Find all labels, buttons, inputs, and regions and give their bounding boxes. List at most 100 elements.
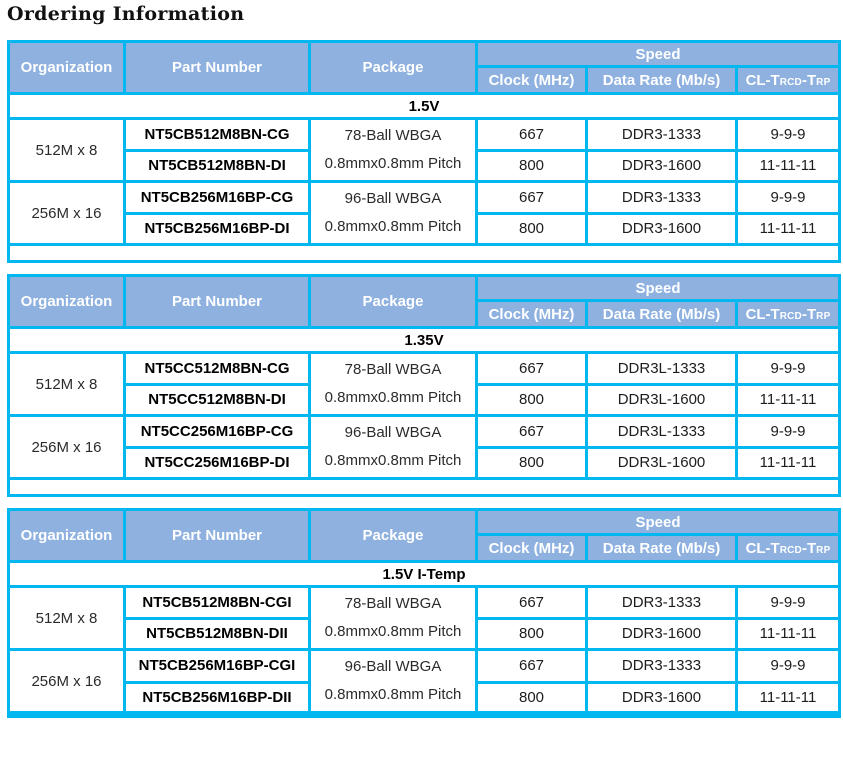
cl-cell: 9-9-9	[734, 117, 842, 152]
part-number-cell: NT5CB512M8BN-CGI	[123, 585, 311, 620]
organization-header: Organization	[7, 274, 126, 329]
clock-cell: 667	[475, 351, 588, 386]
part-number-cell: NT5CB512M8BN-CG	[123, 117, 311, 152]
ordering-table-1-5v-itemp: Organization Part Number Package Speed C…	[6, 508, 842, 718]
ordering-table-1-5v: Organization Part Number Package Speed C…	[6, 40, 842, 263]
package-header: Package	[308, 274, 478, 329]
data-rate-cell: DDR3-1600	[585, 616, 738, 651]
data-rate-cell: DDR3L-1600	[585, 382, 738, 417]
clock-cell: 800	[475, 211, 588, 246]
package-line: 96-Ball WBGA	[344, 190, 442, 207]
clock-header: Clock (MHz)	[475, 533, 588, 563]
data-rate-cell: DDR3-1333	[585, 180, 738, 215]
clock-header: Clock (MHz)	[475, 299, 588, 329]
organization-cell: 512M x 8	[7, 351, 126, 417]
clock-cell: 800	[475, 680, 588, 718]
organization-cell: 512M x 8	[7, 117, 126, 183]
package-cell: 78-Ball WBGA 0.8mmx0.8mm Pitch	[308, 585, 478, 651]
cl-cell: 9-9-9	[734, 351, 842, 386]
clock-cell: 667	[475, 117, 588, 152]
organization-cell: 256M x 16	[7, 648, 126, 718]
package-line: 78-Ball WBGA	[344, 361, 442, 378]
clock-cell: 667	[475, 585, 588, 620]
part-number-cell: NT5CC512M8BN-DI	[123, 382, 311, 417]
package-line: 0.8mmx0.8mm Pitch	[324, 218, 462, 235]
speed-header: Speed	[474, 40, 842, 68]
organization-cell: 512M x 8	[7, 585, 126, 651]
cl-cell: 11-11-11	[734, 148, 842, 183]
cl-cell: 11-11-11	[734, 680, 842, 718]
cl-trcd-trp-header: CL-TRCD-TRP	[734, 533, 842, 563]
clock-header: Clock (MHz)	[475, 65, 588, 95]
data-rate-cell: DDR3L-1600	[585, 445, 738, 480]
clock-cell: 667	[475, 180, 588, 215]
data-rate-header: Data Rate (Mb/s)	[585, 533, 738, 563]
cl-cell: 11-11-11	[734, 382, 842, 417]
data-rate-cell: DDR3-1333	[585, 117, 738, 152]
clock-cell: 667	[475, 648, 588, 684]
part-number-cell: NT5CB256M16BP-DII	[123, 680, 311, 718]
package-line: 0.8mmx0.8mm Pitch	[324, 686, 462, 703]
data-rate-cell: DDR3-1333	[585, 585, 738, 620]
cl-cell: 9-9-9	[734, 648, 842, 684]
clock-cell: 800	[475, 445, 588, 480]
voltage-label: 1.5V I-Temp	[6, 560, 842, 588]
cl-cell: 11-11-11	[734, 445, 842, 480]
package-line: 0.8mmx0.8mm Pitch	[324, 452, 462, 469]
data-rate-cell: DDR3L-1333	[585, 351, 738, 386]
package-cell: 78-Ball WBGA 0.8mmx0.8mm Pitch	[308, 117, 478, 183]
data-rate-cell: DDR3-1600	[585, 148, 738, 183]
data-rate-header: Data Rate (Mb/s)	[585, 65, 738, 95]
part-number-cell: NT5CB256M16BP-CG	[123, 180, 311, 215]
part-number-cell: NT5CB256M16BP-DI	[123, 211, 311, 246]
cl-trcd-trp-header: CL-TRCD-TRP	[734, 65, 842, 95]
organization-cell: 256M x 16	[7, 180, 126, 246]
package-header: Package	[308, 40, 478, 95]
data-rate-header: Data Rate (Mb/s)	[585, 299, 738, 329]
package-cell: 96-Ball WBGA 0.8mmx0.8mm Pitch	[308, 414, 478, 480]
package-line: 96-Ball WBGA	[344, 424, 442, 441]
package-cell: 96-Ball WBGA 0.8mmx0.8mm Pitch	[308, 180, 478, 246]
clock-cell: 800	[475, 148, 588, 183]
page-title: Ordering Information	[7, 3, 245, 25]
data-rate-cell: DDR3L-1333	[585, 414, 738, 449]
cl-cell: 9-9-9	[734, 585, 842, 620]
package-cell: 78-Ball WBGA 0.8mmx0.8mm Pitch	[308, 351, 478, 417]
clock-cell: 667	[475, 414, 588, 449]
package-line: 78-Ball WBGA	[344, 127, 442, 144]
empty-row	[6, 477, 842, 497]
speed-header: Speed	[474, 274, 842, 302]
cl-cell: 11-11-11	[734, 211, 842, 246]
package-line: 96-Ball WBGA	[344, 658, 442, 675]
ordering-table-1-35v: Organization Part Number Package Speed C…	[6, 274, 842, 497]
speed-header: Speed	[474, 508, 842, 536]
cl-cell: 9-9-9	[734, 180, 842, 215]
part-number-cell: NT5CC512M8BN-CG	[123, 351, 311, 386]
part-number-cell: NT5CB512M8BN-DII	[123, 616, 311, 651]
package-line: 0.8mmx0.8mm Pitch	[324, 389, 462, 406]
package-line: 78-Ball WBGA	[344, 595, 442, 612]
clock-cell: 800	[475, 616, 588, 651]
organization-cell: 256M x 16	[7, 414, 126, 480]
package-header: Package	[308, 508, 478, 563]
part-number-cell: NT5CB256M16BP-CGI	[123, 648, 311, 684]
organization-header: Organization	[7, 508, 126, 563]
clock-cell: 800	[475, 382, 588, 417]
empty-row	[6, 243, 842, 263]
data-rate-cell: DDR3-1333	[585, 648, 738, 684]
voltage-label: 1.5V	[6, 92, 842, 120]
cl-trcd-trp-header: CL-TRCD-TRP	[734, 299, 842, 329]
organization-header: Organization	[7, 40, 126, 95]
part-number-cell: NT5CC256M16BP-DI	[123, 445, 311, 480]
voltage-label: 1.35V	[6, 326, 842, 354]
part-number-header: Part Number	[123, 508, 311, 563]
data-rate-cell: DDR3-1600	[585, 211, 738, 246]
cl-cell: 11-11-11	[734, 616, 842, 651]
cl-cell: 9-9-9	[734, 414, 842, 449]
data-rate-cell: DDR3-1600	[585, 680, 738, 718]
package-line: 0.8mmx0.8mm Pitch	[324, 623, 462, 640]
part-number-cell: NT5CC256M16BP-CG	[123, 414, 311, 449]
package-cell: 96-Ball WBGA 0.8mmx0.8mm Pitch	[308, 648, 478, 718]
part-number-header: Part Number	[123, 274, 311, 329]
part-number-header: Part Number	[123, 40, 311, 95]
